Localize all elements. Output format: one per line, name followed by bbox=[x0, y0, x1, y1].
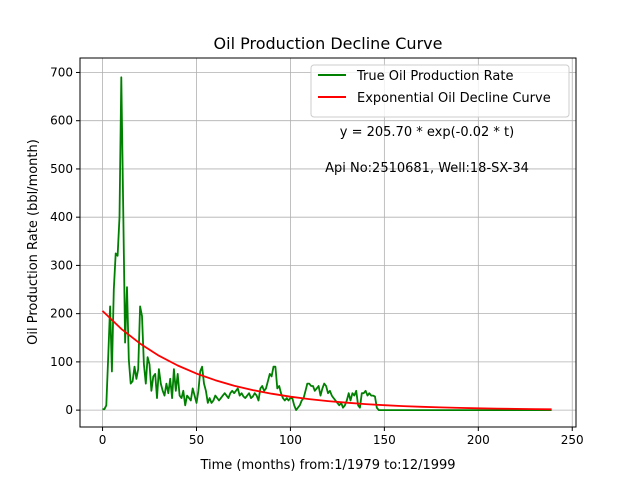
legend-label-decline-curve: Exponential Oil Decline Curve bbox=[357, 91, 551, 106]
x-tick-label: 250 bbox=[561, 433, 584, 447]
x-tick-label: 200 bbox=[467, 433, 490, 447]
well-annotation: Api No:2510681, Well:18-SX-34 bbox=[325, 161, 529, 176]
y-axis-label: Oil Production Rate (bbl/month) bbox=[26, 139, 41, 345]
legend-label-true-rate: True Oil Production Rate bbox=[356, 69, 513, 84]
axis-ticks: 0 50 100 150 200 250 0 100 200 300 400 500 600 700 bbox=[50, 65, 584, 447]
x-tick-label: 100 bbox=[279, 433, 302, 447]
y-tick-label: 200 bbox=[50, 307, 73, 321]
y-tick-label: 100 bbox=[50, 355, 73, 369]
y-tick-label: 300 bbox=[50, 258, 73, 272]
y-tick-label: 400 bbox=[50, 210, 73, 224]
legend-box bbox=[310, 64, 570, 118]
series-line-true-rate bbox=[102, 76, 552, 412]
chart-title: Oil Production Decline Curve bbox=[214, 34, 443, 53]
y-tick-label: 700 bbox=[50, 65, 73, 79]
x-tick-label: 150 bbox=[373, 433, 396, 447]
series-layer bbox=[101, 76, 552, 412]
x-axis-label: Time (months) from:1/1979 to:12/1999 bbox=[199, 458, 455, 473]
x-tick-label: 0 bbox=[99, 433, 107, 447]
y-tick-label: 600 bbox=[50, 114, 73, 128]
series-line-decline-curve bbox=[101, 310, 552, 411]
y-tick-label: 0 bbox=[65, 403, 73, 417]
equation-annotation: y = 205.70 * exp(-0.02 * t) bbox=[340, 125, 514, 140]
plot-frame bbox=[79, 57, 577, 428]
x-tick-label: 50 bbox=[189, 433, 204, 447]
legend: True Oil Production Rate Exponential Oil… bbox=[310, 64, 570, 118]
y-tick-label: 500 bbox=[50, 162, 73, 176]
